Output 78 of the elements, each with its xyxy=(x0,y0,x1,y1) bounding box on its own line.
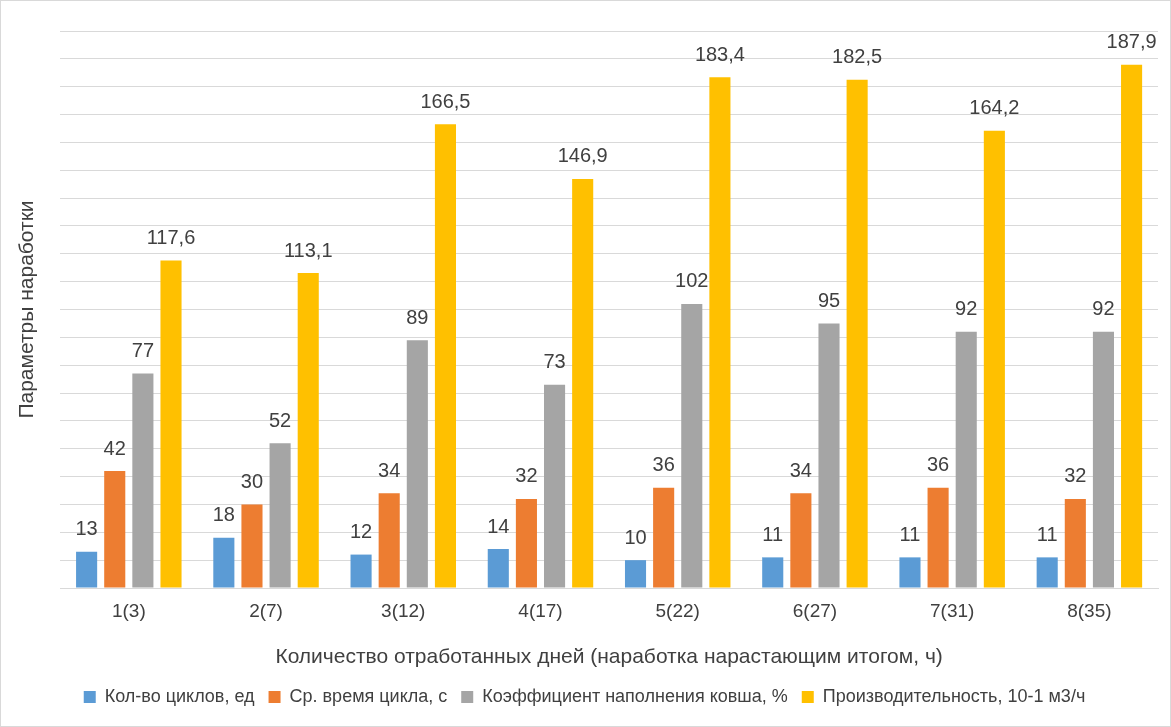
bar xyxy=(297,273,319,588)
bar xyxy=(1064,498,1086,588)
data-label: 89 xyxy=(406,305,429,328)
data-label: 95 xyxy=(817,288,841,311)
data-label: 92 xyxy=(955,297,978,320)
x-tick-label: 3(12) xyxy=(381,599,426,621)
data-label: 10 xyxy=(624,525,647,548)
data-label: 92 xyxy=(1092,297,1115,320)
bar xyxy=(653,487,675,588)
bar xyxy=(681,303,703,588)
bar xyxy=(709,77,731,588)
data-label: 164,2 xyxy=(969,96,1020,119)
data-label: 42 xyxy=(103,436,126,459)
bar xyxy=(846,79,868,588)
bar xyxy=(104,471,126,588)
y-axis-title: Параметры наработки xyxy=(14,200,38,419)
data-label: 166,5 xyxy=(420,89,471,112)
data-label: 77 xyxy=(131,339,154,362)
bar xyxy=(762,557,784,588)
bar xyxy=(983,130,1005,588)
bar xyxy=(572,178,594,588)
bar xyxy=(1092,331,1114,588)
legend-label: Коэффициент наполнения ковша, % xyxy=(482,685,788,706)
data-label: 13 xyxy=(75,517,98,540)
bar xyxy=(378,493,400,588)
bar xyxy=(1036,557,1058,588)
data-label: 52 xyxy=(268,408,292,431)
bar xyxy=(790,493,812,588)
bar xyxy=(241,504,263,588)
x-tick-label: 8(35) xyxy=(1067,599,1112,621)
data-label: 12 xyxy=(349,520,373,543)
data-label: 18 xyxy=(212,503,235,526)
data-label: 182,5 xyxy=(832,45,883,68)
data-label: 146,9 xyxy=(557,144,608,167)
legend-label: Производительность, 10-1 м3/ч xyxy=(822,685,1086,706)
bar xyxy=(955,331,977,588)
bar xyxy=(515,498,537,588)
data-label: 36 xyxy=(652,453,675,476)
bar xyxy=(406,340,428,588)
bar xyxy=(544,384,566,588)
data-label: 14 xyxy=(487,514,510,537)
bar xyxy=(818,323,840,588)
data-label: 11 xyxy=(762,522,784,545)
data-label: 117,6 xyxy=(146,226,196,248)
data-label: 187,9 xyxy=(1106,30,1157,53)
data-label: 113,1 xyxy=(283,238,333,261)
bar xyxy=(1121,64,1143,588)
data-label: 32 xyxy=(515,464,538,487)
x-tick-label: 2(7) xyxy=(249,599,283,621)
x-tick-label: 7(31) xyxy=(929,599,975,621)
x-tick-label: 4(17) xyxy=(518,599,563,621)
legend-label: Ср. время цикла, с xyxy=(289,685,448,706)
x-tick-label: 5(22) xyxy=(655,599,700,621)
bar xyxy=(132,373,154,588)
data-label: 73 xyxy=(543,350,566,373)
bar xyxy=(213,537,235,588)
x-tick-label: 1(3) xyxy=(111,599,146,621)
bar xyxy=(76,551,98,588)
data-label: 32 xyxy=(1064,464,1087,487)
bar xyxy=(624,560,647,588)
data-label: 34 xyxy=(378,458,401,481)
data-label: 36 xyxy=(926,453,950,476)
legend-label: Кол-во циклов, ед xyxy=(104,685,256,706)
x-tick-label: 6(27) xyxy=(792,599,838,621)
bar xyxy=(899,557,921,588)
bar xyxy=(269,443,291,588)
bar xyxy=(350,554,372,588)
bar xyxy=(927,487,949,588)
data-label: 34 xyxy=(789,458,812,481)
data-label: 102 xyxy=(675,269,709,292)
data-label: 30 xyxy=(240,469,264,492)
bar xyxy=(160,260,182,588)
data-label: 183,4 xyxy=(694,42,745,65)
bar xyxy=(434,124,457,588)
data-label: 11 xyxy=(1036,522,1058,545)
x-axis-title: Количество отработанных дней (наработка нарастающим итогом, ч) xyxy=(275,644,943,668)
data-label: 11 xyxy=(899,522,921,545)
bar xyxy=(487,549,509,588)
